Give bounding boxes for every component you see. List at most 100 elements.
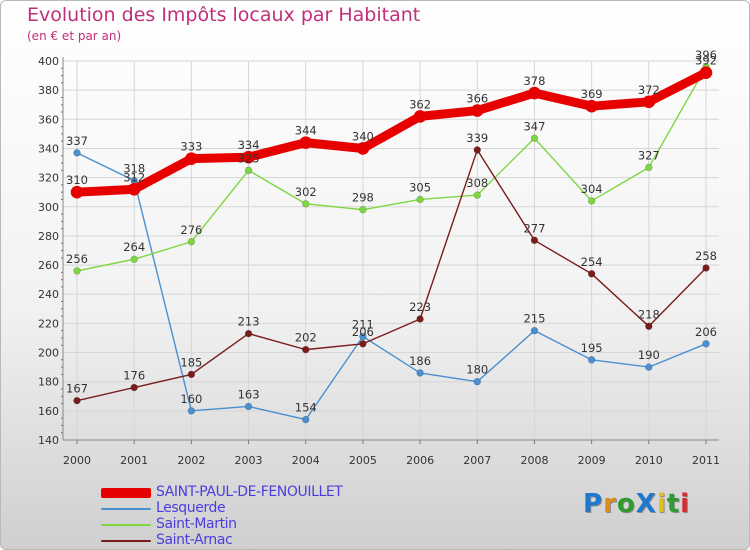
data-point: [645, 363, 653, 371]
data-label: 378: [523, 74, 545, 88]
data-label: 298: [352, 191, 374, 205]
data-label: 366: [466, 92, 488, 106]
grid-layer: [63, 60, 719, 441]
data-point: [470, 104, 484, 117]
legend-label: Saint-Martin: [156, 516, 237, 532]
data-point: [299, 136, 313, 149]
data-point: [413, 110, 427, 123]
data-label: 308: [466, 176, 488, 190]
y-tick-label: 160: [38, 405, 59, 418]
data-point: [187, 370, 196, 379]
series-line-1: [76, 152, 707, 421]
data-point: [473, 377, 481, 386]
y-tick-label: 360: [38, 113, 59, 126]
data-point: [416, 315, 424, 323]
legend-swatch: [101, 540, 151, 542]
data-point: [702, 264, 710, 272]
data-point: [359, 340, 367, 348]
y-tick-label: 140: [38, 434, 59, 447]
y-tick-label: 280: [38, 230, 59, 243]
data-label-layer: 310 312 333 334 344 340 362 366 378 369 372 392 337 3…: [66, 48, 717, 415]
legend-swatch: [101, 488, 151, 498]
legend-label: Lesquerde: [156, 500, 226, 516]
legend-label: Saint-Arnac: [156, 532, 233, 548]
data-point: [242, 150, 255, 164]
data-label: 310: [66, 173, 88, 187]
data-label: 264: [123, 240, 145, 254]
data-label: 337: [66, 134, 88, 148]
x-tick-label: 2006: [406, 454, 434, 467]
y-tick-label: 400: [38, 55, 59, 68]
x-tick-label: 2005: [349, 454, 377, 467]
x-tick-label: 2001: [120, 454, 148, 467]
x-tick-label: 2002: [177, 454, 205, 467]
y-tick-label: 300: [38, 201, 59, 214]
data-point: [416, 195, 424, 204]
data-point: [699, 66, 713, 79]
data-label: 258: [695, 249, 717, 263]
data-point: [187, 407, 196, 415]
data-point: [244, 166, 253, 175]
legend-label: SAINT-PAUL-DE-FENOUILLET: [156, 484, 343, 500]
data-point: [356, 142, 370, 155]
data-label: 190: [638, 348, 660, 362]
data-point: [702, 340, 710, 348]
logo-letter: o: [616, 489, 636, 519]
data-label: 277: [523, 221, 545, 235]
data-label: 369: [581, 87, 603, 101]
data-point: [473, 146, 481, 154]
y-tick-label: 380: [38, 84, 59, 97]
series-line-0: [72, 68, 711, 197]
logo-letter: t: [666, 489, 681, 519]
data-label: 327: [638, 148, 660, 162]
data-point: [642, 95, 656, 109]
data-point: [473, 191, 481, 199]
data-label: 339: [466, 131, 488, 145]
x-tick-label: 2010: [635, 454, 663, 467]
data-point: [416, 369, 424, 377]
data-point: [130, 255, 138, 263]
data-point: [187, 238, 196, 246]
y-tick-label: 220: [38, 317, 59, 330]
data-label: 215: [523, 312, 545, 326]
series-line-2: [76, 66, 707, 272]
logo-letter: i: [680, 489, 691, 519]
data-label: 276: [180, 223, 202, 237]
data-label: 223: [409, 300, 431, 314]
data-point: [73, 396, 81, 405]
legend-swatch: [101, 524, 151, 526]
chart-title: Evolution des Impôts locaux par Habitant: [27, 4, 421, 26]
data-point: [127, 182, 141, 196]
data-label: 334: [238, 138, 260, 152]
data-label: 340: [352, 129, 374, 143]
x-tick-label: 2000: [63, 454, 91, 467]
data-point: [359, 332, 367, 341]
data-point: [302, 415, 310, 424]
data-point: [528, 86, 541, 100]
data-label: 167: [66, 382, 88, 396]
data-label: 211: [352, 318, 374, 332]
data-point: [302, 345, 310, 354]
data-label: 312: [123, 170, 145, 184]
data-label: 318: [123, 162, 145, 176]
x-tick-label: 2007: [463, 454, 491, 467]
data-point: [585, 99, 598, 113]
proxiti-logo: ProXiti: [583, 489, 690, 519]
x-tick-label: 2009: [578, 454, 606, 467]
x-tick-label: 2003: [235, 454, 263, 467]
data-label: 202: [295, 331, 317, 345]
data-label: 154: [295, 401, 317, 415]
data-point: [185, 152, 198, 165]
data-point: [73, 149, 81, 157]
data-point: [359, 205, 367, 214]
logo-letter: P: [583, 489, 604, 519]
data-label: 347: [523, 119, 545, 133]
data-label: 206: [352, 325, 374, 339]
data-label: 304: [581, 182, 603, 196]
data-point: [587, 197, 596, 205]
data-label: 333: [180, 140, 202, 154]
data-point: [73, 267, 81, 275]
data-label: 325: [238, 151, 260, 165]
data-label: 362: [409, 97, 431, 111]
logo-letter: X: [635, 489, 657, 519]
